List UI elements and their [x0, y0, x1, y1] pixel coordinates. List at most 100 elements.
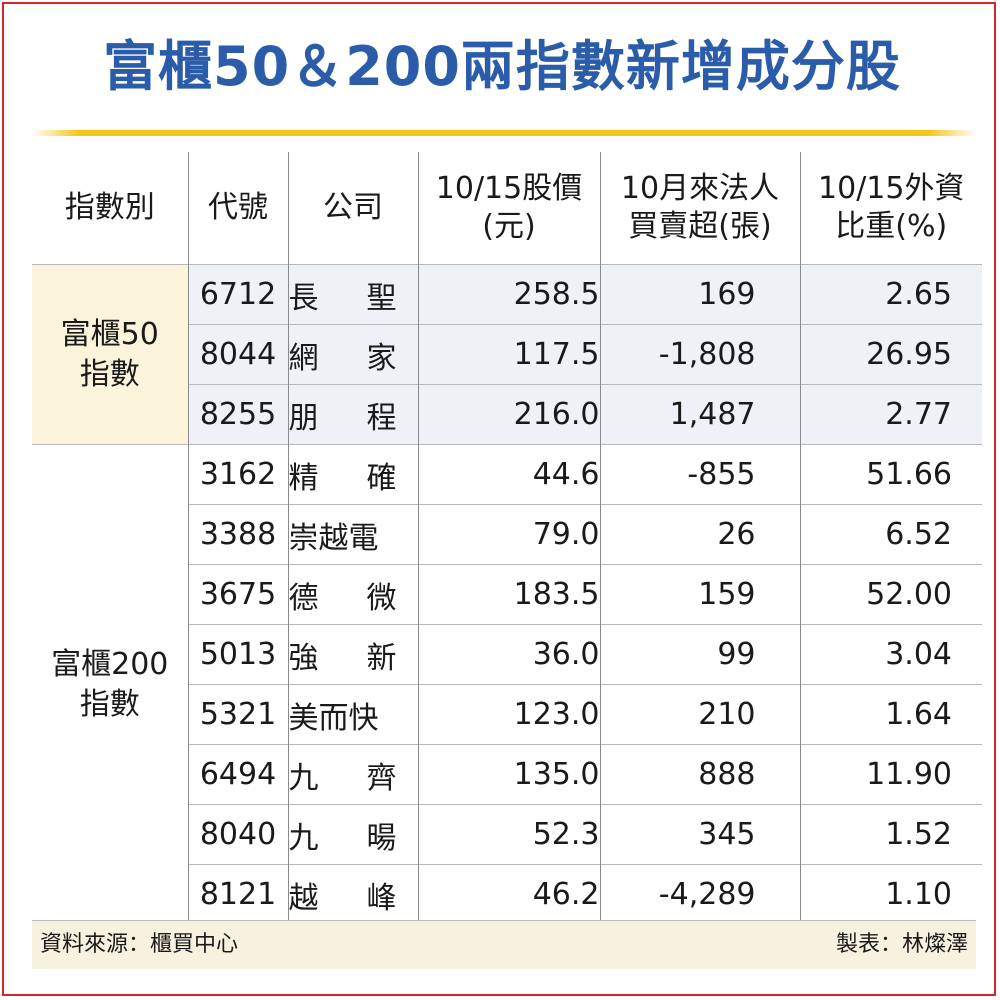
price-cell: 36.0 [417, 624, 600, 685]
foreign-ratio-cell: 51.66 [799, 444, 982, 505]
header-foreign-line1: 10/15外資 [818, 171, 965, 206]
institutional-net-cell: 210 [599, 684, 800, 745]
stock-code-cell: 6712 [187, 264, 288, 325]
company-name-cell: 強新 [287, 624, 418, 685]
company-name-char: 確 [366, 460, 397, 496]
foreign-ratio-cell: 6.52 [799, 504, 982, 565]
company-name-cell: 德微 [287, 564, 418, 625]
stock-code-cell: 8255 [187, 384, 288, 445]
institutional-net-cell: 26 [599, 504, 800, 565]
table-row: 8121 越峰 46.2 -4,289 1.10 [32, 864, 982, 924]
header-price-line1: 10/15股價 [435, 171, 583, 206]
constituent-table: 指數別 代號 公司 10/15股價 (元) 10月來法人 買賣超(張) 10/1… [32, 152, 982, 924]
company-name-text: 美而快 [288, 700, 379, 736]
price-cell: 216.0 [417, 384, 600, 445]
company-name-char: 齊 [366, 760, 397, 796]
page-title: 富櫃50＆200兩指數新增成分股 [103, 35, 901, 98]
stock-code-cell: 8040 [187, 804, 288, 865]
institutional-net-cell: 1,487 [599, 384, 800, 445]
header-inst-line1: 10月來法人 [620, 171, 780, 206]
foreign-ratio-cell: 1.52 [799, 804, 982, 865]
price-cell: 46.2 [417, 864, 600, 924]
company-name-char: 朋 [288, 400, 319, 436]
institutional-net-cell: 159 [599, 564, 800, 625]
table-body: 富櫃50 指數 6712 長聖 258.5 169 2.65 8044 網家 117.5 -1,80… [32, 264, 982, 924]
price-cell: 183.5 [417, 564, 600, 625]
institutional-net-cell: -4,289 [599, 864, 800, 924]
index-group-line1: 富櫃50 [60, 316, 159, 352]
price-cell: 79.0 [417, 504, 600, 565]
index-group-line2: 指數 [79, 686, 140, 722]
company-name-cell: 精確 [287, 444, 418, 505]
table-row: 5321 美而快 123.0 210 1.64 [32, 684, 982, 745]
stock-code-cell: 8121 [187, 864, 288, 924]
foreign-ratio-cell: 3.04 [799, 624, 982, 685]
table-row: 富櫃50 指數 6712 長聖 258.5 169 2.65 [32, 264, 982, 445]
table-row: 8044 網家 117.5 -1,808 26.95 [32, 324, 982, 385]
index-group-line1: 富櫃200 [51, 646, 169, 682]
stock-code-cell: 3675 [187, 564, 288, 625]
index-group-label: 富櫃200 指數 [32, 444, 188, 924]
company-name-char: 程 [366, 400, 397, 436]
company-name-cell: 長聖 [287, 264, 418, 325]
company-name-char: 峰 [366, 880, 397, 916]
maker-credit: 製表：林燦澤 [835, 932, 968, 957]
table-row: 3388 崇越電 79.0 26 6.52 [32, 504, 982, 565]
stock-code-cell: 3162 [187, 444, 288, 505]
company-name-char: 越 [288, 880, 319, 916]
table-row: 3675 德微 183.5 159 52.00 [32, 564, 982, 625]
foreign-ratio-cell: 11.90 [799, 744, 982, 805]
header-price-line2: (元) [482, 209, 536, 244]
company-name-char: 暘 [366, 820, 397, 856]
company-name-cell: 越峰 [287, 864, 418, 924]
table-row: 8040 九暘 52.3 345 1.52 [32, 804, 982, 865]
foreign-ratio-cell: 2.77 [799, 384, 982, 445]
index-group-label: 富櫃50 指數 [32, 264, 188, 445]
institutional-net-cell: 99 [599, 624, 800, 685]
footer: 資料來源：櫃買中心 製表：林燦澤 [32, 920, 976, 969]
header-code: 代號 [187, 152, 288, 265]
table-row: 8255 朋 程 216.0 1,487 2.77 [32, 384, 982, 445]
company-name-char: 家 [366, 340, 397, 376]
company-name-cell: 崇越電 [287, 504, 418, 565]
institutional-net-cell: 345 [599, 804, 800, 865]
foreign-ratio-cell: 2.65 [799, 264, 982, 325]
price-cell: 123.0 [417, 684, 600, 745]
header-foreign-ratio: 10/15外資 比重(%) [799, 152, 982, 265]
institutional-net-cell: 169 [599, 264, 800, 325]
header-price: 10/15股價 (元) [417, 152, 600, 265]
company-name-char: 聖 [366, 280, 397, 316]
company-name-char: 長 [288, 280, 319, 316]
foreign-ratio-cell: 52.00 [799, 564, 982, 625]
price-cell: 135.0 [417, 744, 600, 805]
institutional-net-cell: 888 [599, 744, 800, 805]
stock-code-cell: 6494 [187, 744, 288, 805]
foreign-ratio-cell: 26.95 [799, 324, 982, 385]
header-index: 指數別 [64, 190, 155, 225]
company-name-text: 崇越電 [288, 520, 379, 556]
table-row: 6494 九齊 135.0 888 11.90 [32, 744, 982, 805]
company-name-char: 網 [288, 340, 319, 376]
company-name-char: 微 [366, 580, 397, 616]
table-header-row: 指數別 代號 公司 10/15股價 (元) 10月來法人 買賣超(張) 10/1… [32, 152, 982, 265]
company-name-char: 精 [288, 460, 319, 496]
header-company: 公司 [287, 152, 418, 265]
company-name-cell: 九暘 [287, 804, 418, 865]
foreign-ratio-cell: 1.10 [799, 864, 982, 924]
stock-code-cell: 3388 [187, 504, 288, 565]
stock-code-cell: 5013 [187, 624, 288, 685]
company-name-char: 德 [288, 580, 319, 616]
table-row: 5013 強新 36.0 99 3.04 [32, 624, 982, 685]
price-cell: 117.5 [417, 324, 600, 385]
company-name-cell: 美而快 [287, 684, 418, 745]
company-name-cell: 網家 [287, 324, 418, 385]
company-name-char: 九 [288, 820, 319, 856]
header-institutional-net: 10月來法人 買賣超(張) [599, 152, 800, 265]
table-row: 富櫃200 指數 3162 精確 44.6 -855 51.66 [32, 444, 982, 924]
price-cell: 44.6 [417, 444, 600, 505]
header-foreign-line2: 比重(%) [835, 209, 948, 244]
stock-code-cell: 8044 [187, 324, 288, 385]
institutional-net-cell: -855 [599, 444, 800, 505]
stock-code-cell: 5321 [187, 684, 288, 745]
